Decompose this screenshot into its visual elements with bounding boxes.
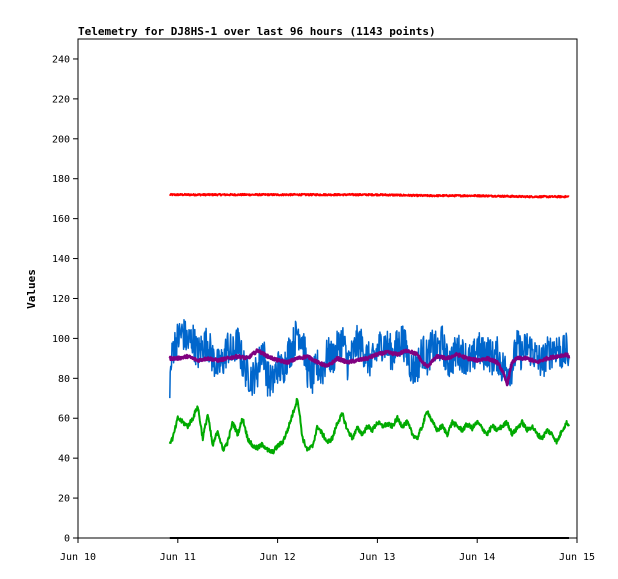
x-axis-ticks: Jun 10 Jun 11 Jun 12 Jun 13 Jun 14 Jun 15 (60, 538, 595, 563)
y-tick-label: 80 (58, 374, 70, 385)
y-tick-label: 40 (58, 454, 70, 465)
x-tick-label: Jun 12 (260, 552, 296, 563)
x-tick-label: Jun 13 (359, 552, 395, 563)
y-axis-ticks: 0 20 40 60 80 100 120 140 160 180 200 220 240 (52, 54, 78, 545)
x-tick-label: Jun 15 (559, 552, 595, 563)
chart-title: Telemetry for DJ8HS-1 over last 96 hours… (78, 25, 436, 38)
series-line-1 (169, 318, 570, 399)
x-tick-label: Jun 14 (459, 552, 495, 563)
series-line-2 (168, 348, 571, 387)
y-tick-label: 120 (52, 294, 70, 305)
y-tick-label: 240 (52, 54, 70, 65)
plot-frame (77, 38, 578, 539)
x-tick-label: Jun 11 (160, 552, 196, 563)
y-tick-label: 200 (52, 134, 70, 145)
y-tick-label: 100 (52, 334, 70, 345)
y-axis-label: Values (25, 269, 38, 309)
x-tick-label: Jun 10 (60, 552, 96, 563)
y-tick-label: 0 (64, 534, 70, 545)
y-tick-label: 20 (58, 494, 70, 505)
y-tick-label: 180 (52, 174, 70, 185)
y-tick-label: 60 (58, 414, 70, 425)
series-line-0 (168, 192, 570, 199)
y-tick-label: 140 (52, 254, 70, 265)
y-tick-label: 160 (52, 214, 70, 225)
series-line-3 (168, 397, 570, 455)
y-tick-label: 220 (52, 94, 70, 105)
